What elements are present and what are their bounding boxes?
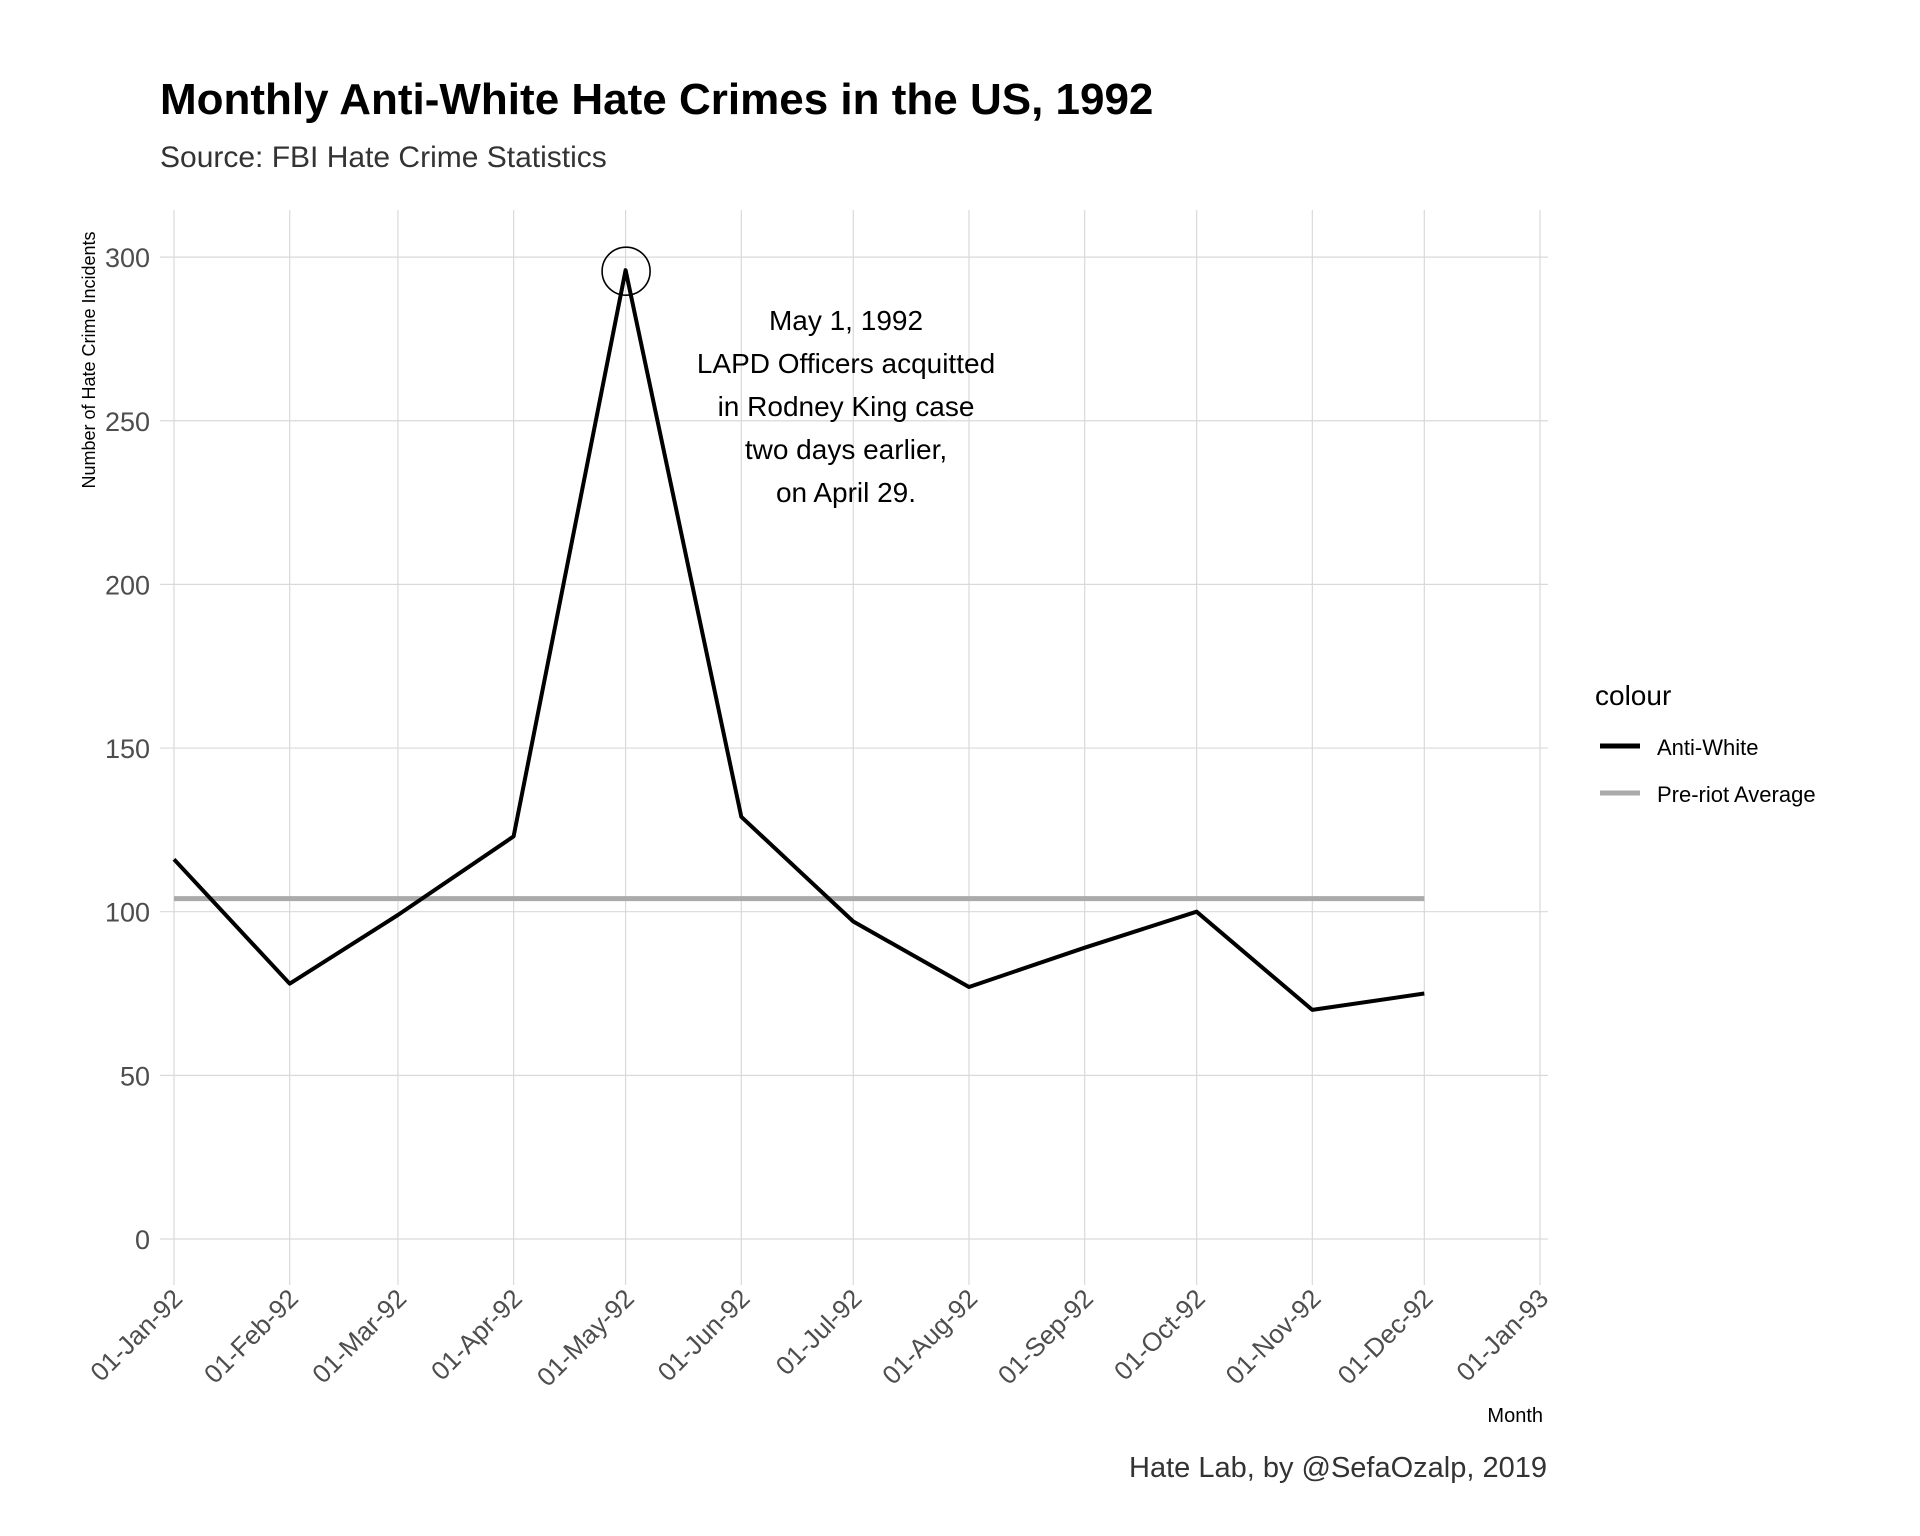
y-tick-labels: 0 50 100 150 200 250 300: [105, 243, 150, 1255]
y-axis-title: Number of Hate Crime Incidents: [79, 231, 99, 488]
annotation-line-3: in Rodney King case: [718, 391, 975, 422]
grid: [160, 210, 1548, 1285]
annotation-line-1: May 1, 1992: [769, 305, 923, 336]
annotation: May 1, 1992 LAPD Officers acquitted in R…: [697, 305, 995, 508]
legend-label-anti-white: Anti-White: [1657, 735, 1758, 760]
y-tick-label-200: 200: [105, 570, 150, 600]
y-tick-label-100: 100: [105, 898, 150, 928]
annotation-line-2: LAPD Officers acquitted: [697, 348, 995, 379]
peak-highlight-circle: [601, 246, 651, 296]
annotation-line-5: on April 29.: [776, 477, 916, 508]
chart-title: Monthly Anti-White Hate Crimes in the US…: [160, 75, 1153, 124]
legend: colour Anti-White Pre-riot Average: [1595, 680, 1816, 807]
chart-caption: Hate Lab, by @SefaOzalp, 2019: [1129, 1452, 1547, 1484]
y-tick-label-250: 250: [105, 407, 150, 437]
y-tick-label-300: 300: [105, 243, 150, 273]
legend-label-pre-riot-average: Pre-riot Average: [1657, 782, 1816, 807]
series-layer: [172, 268, 1425, 1012]
annotation-line-4: two days earlier,: [745, 434, 947, 465]
series-line-anti-white: [172, 268, 1425, 1012]
y-tick-label-50: 50: [120, 1061, 150, 1091]
chart-subtitle: Source: FBI Hate Crime Statistics: [160, 141, 607, 174]
y-tick-label-150: 150: [105, 734, 150, 764]
y-tick-label-0: 0: [135, 1225, 150, 1255]
legend-title: colour: [1595, 680, 1671, 711]
x-axis-title: Month: [1487, 1405, 1543, 1427]
